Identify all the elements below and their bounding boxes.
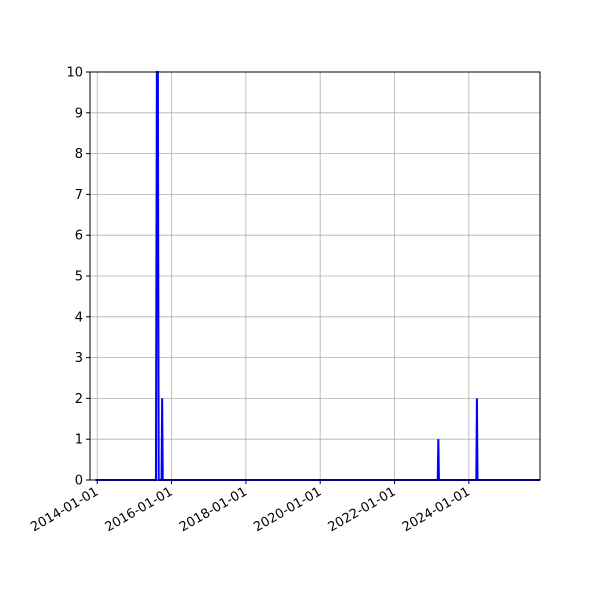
y-tick-label: 8 [75, 147, 83, 162]
y-tick-label: 4 [75, 310, 83, 325]
y-tick-label: 6 [75, 229, 83, 244]
y-tick-label: 2 [75, 392, 83, 407]
y-tick-label: 0 [75, 474, 83, 489]
y-tick-label: 3 [75, 351, 83, 366]
y-tick-label: 7 [75, 188, 83, 203]
tick-layer [86, 71, 470, 484]
y-tick-label: 10 [66, 66, 83, 81]
y-tick-label: 9 [75, 106, 83, 121]
y-tick-label: 1 [75, 433, 83, 448]
y-tick-label: 5 [75, 270, 83, 285]
